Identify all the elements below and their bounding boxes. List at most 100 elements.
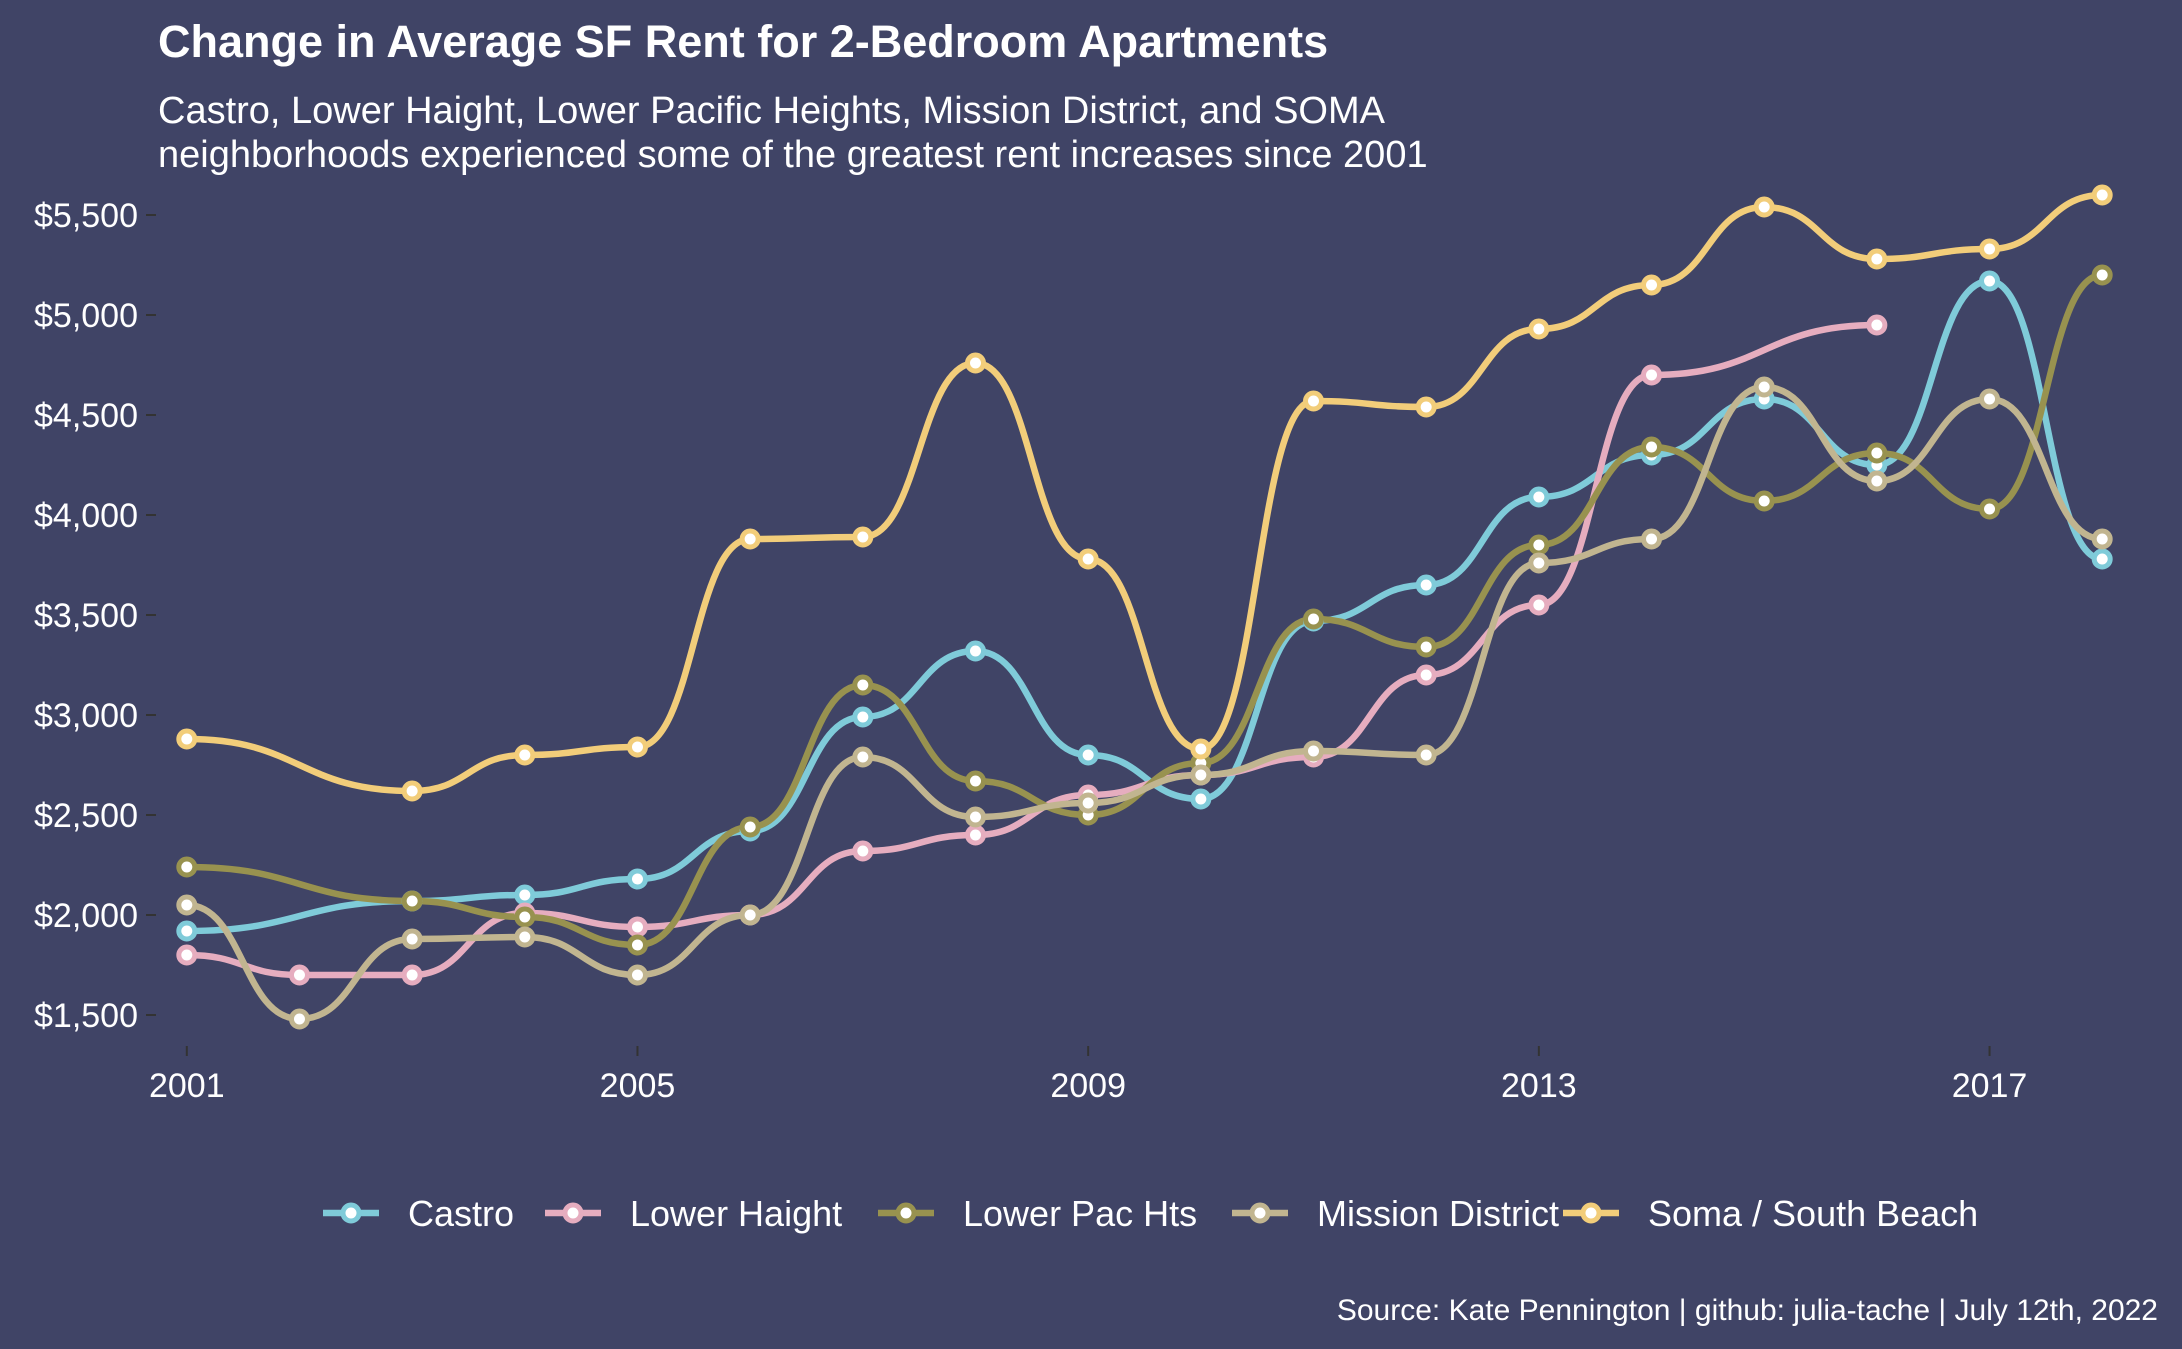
data-point-lower-pac-hts (626, 934, 648, 956)
data-point-soma-south-beach (1528, 318, 1550, 340)
data-point-soma-south-beach (964, 352, 986, 374)
data-point-castro (2091, 548, 2113, 570)
data-point-mission-district (964, 806, 986, 828)
data-point-mission-district (626, 964, 648, 986)
data-point-castro (626, 868, 648, 890)
data-point-mission-district (1190, 764, 1212, 786)
data-point-mission-district (1979, 388, 2001, 410)
x-tick-label: 2013 (1501, 1067, 1577, 1105)
data-point-mission-district (514, 926, 536, 948)
data-point-mission-district (852, 746, 874, 768)
data-point-lower-pac-hts (1979, 498, 2001, 520)
chart-subtitle-line-2: neighborhoods experienced some of the gr… (158, 134, 1428, 176)
data-point-lower-pac-hts (1415, 636, 1437, 658)
y-axis: $1,500 $2,000 $2,500 $3,000 $3,500 $4,000 $4,5… (34, 197, 156, 1035)
data-point-lower-haight (401, 964, 423, 986)
data-point-soma-south-beach (1753, 196, 1775, 218)
data-point-mission-district (176, 894, 198, 916)
data-point-lower-haight (176, 944, 198, 966)
legend-key-point-lower-pac-hts (895, 1202, 917, 1224)
x-tick-label: 2005 (600, 1067, 676, 1105)
data-point-lower-haight (964, 824, 986, 846)
data-point-castro (1077, 744, 1099, 766)
x-tick-label: 2009 (1050, 1067, 1126, 1105)
data-point-mission-district (1303, 740, 1325, 762)
y-tick-label: $2,500 (34, 797, 138, 835)
data-point-castro (964, 640, 986, 662)
y-tick-label: $4,500 (34, 397, 138, 435)
y-tick-label: $3,000 (34, 697, 138, 735)
legend-key-point-castro (340, 1202, 362, 1224)
data-point-soma-south-beach (1415, 396, 1437, 418)
data-point-soma-south-beach (401, 780, 423, 802)
data-point-soma-south-beach (514, 744, 536, 766)
x-tick-label: 2001 (149, 1067, 225, 1105)
legend-key-point-mission-district (1249, 1202, 1271, 1224)
data-point-castro (514, 884, 536, 906)
data-point-mission-district (1077, 792, 1099, 814)
data-point-soma-south-beach (1303, 390, 1325, 412)
data-point-soma-south-beach (1979, 238, 2001, 260)
y-tick-label: $5,500 (34, 197, 138, 235)
chart-caption: Source: Kate Pennington | github: julia-… (1337, 1294, 2158, 1327)
data-point-lower-pac-hts (1866, 442, 1888, 464)
data-point-castro (852, 706, 874, 728)
data-point-castro (1415, 574, 1437, 596)
y-tick-label: $3,500 (34, 597, 138, 635)
y-tick-label: $5,000 (34, 297, 138, 335)
x-tick-label: 2017 (1952, 1067, 2028, 1105)
data-point-lower-pac-hts (739, 816, 761, 838)
data-point-soma-south-beach (1641, 274, 1663, 296)
data-point-castro (1190, 788, 1212, 810)
data-point-soma-south-beach (626, 736, 648, 758)
data-point-lower-pac-hts (1641, 436, 1663, 458)
data-point-lower-pac-hts (852, 674, 874, 696)
data-point-soma-south-beach (1190, 738, 1212, 760)
data-point-lower-pac-hts (176, 856, 198, 878)
legend-label-mission-district: Mission District (1317, 1193, 1559, 1234)
data-point-lower-haight (1528, 594, 1550, 616)
data-point-mission-district (739, 904, 761, 926)
legend-label-lower-haight: Lower Haight (630, 1193, 842, 1234)
data-point-lower-pac-hts (401, 890, 423, 912)
data-point-castro (1528, 486, 1550, 508)
data-point-lower-haight (1641, 364, 1663, 386)
data-point-soma-south-beach (852, 526, 874, 548)
data-point-mission-district (1415, 744, 1437, 766)
data-point-mission-district (288, 1008, 310, 1030)
data-point-lower-pac-hts (1528, 534, 1550, 556)
legend-label-lower-pac-hts: Lower Pac Hts (963, 1193, 1197, 1234)
data-point-soma-south-beach (176, 728, 198, 750)
x-axis: 2001 2005 2009 2013 2017 (149, 1046, 2027, 1105)
series-points (176, 184, 2113, 1030)
data-point-lower-pac-hts (1303, 608, 1325, 630)
y-tick-label: $2,000 (34, 897, 138, 935)
chart-title: Change in Average SF Rent for 2-Bedroom … (158, 16, 1328, 67)
legend-key-point-soma-south-beach (1580, 1202, 1602, 1224)
data-point-lower-haight (1866, 314, 1888, 336)
data-point-mission-district (2091, 528, 2113, 550)
data-point-mission-district (1528, 552, 1550, 574)
data-point-lower-pac-hts (2091, 264, 2113, 286)
data-point-soma-south-beach (1077, 548, 1099, 570)
legend-key-point-lower-haight (562, 1202, 584, 1224)
data-point-castro (1979, 270, 2001, 292)
data-point-lower-haight (1415, 664, 1437, 686)
data-point-mission-district (1753, 376, 1775, 398)
y-tick-label: $4,000 (34, 497, 138, 535)
data-point-mission-district (1641, 528, 1663, 550)
data-point-soma-south-beach (1866, 248, 1888, 270)
data-point-lower-pac-hts (964, 770, 986, 792)
legend-label-castro: Castro (408, 1193, 514, 1234)
data-point-mission-district (1866, 470, 1888, 492)
data-point-castro (176, 920, 198, 942)
data-point-mission-district (401, 928, 423, 950)
data-point-soma-south-beach (739, 528, 761, 550)
y-tick-label: $1,500 (34, 997, 138, 1035)
data-point-lower-pac-hts (1753, 490, 1775, 512)
data-point-lower-haight (852, 840, 874, 862)
legend-label-soma-south-beach: Soma / South Beach (1648, 1193, 1978, 1234)
